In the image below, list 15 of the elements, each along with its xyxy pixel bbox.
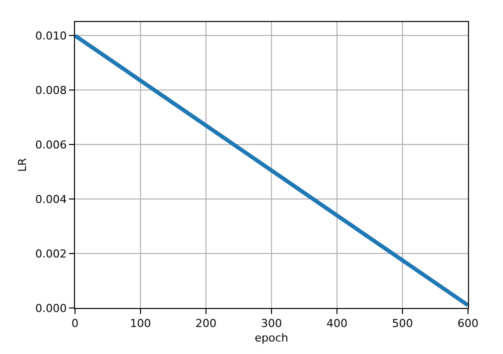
x-tick-label: 0: [72, 317, 78, 330]
x-tick-label: 100: [130, 317, 151, 330]
x-tick-label: 500: [392, 317, 413, 330]
x-tick-label: 300: [261, 317, 282, 330]
y-tick-label: 0.004: [35, 192, 67, 206]
y-tick-label: 0.008: [35, 84, 67, 97]
y-tick-label: 0.006: [35, 138, 67, 152]
y-tick-label: 0.002: [35, 247, 67, 260]
x-axis-title: epoch: [254, 331, 288, 344]
y-tick-label: 0.010: [35, 29, 67, 42]
y-tick-label: 0.000: [35, 302, 67, 315]
x-tick-label: 200: [196, 317, 216, 330]
y-axis-title: LR: [16, 158, 29, 172]
x-tick-label: 600: [458, 317, 478, 330]
x-tick-label: 400: [326, 317, 348, 330]
